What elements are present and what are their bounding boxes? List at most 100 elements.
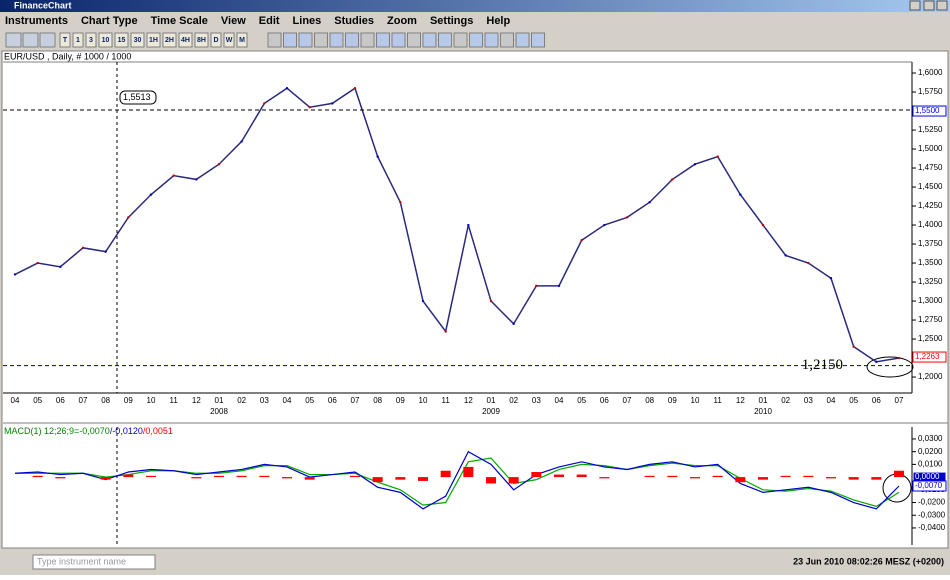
toolbar-button-label: 8H xyxy=(197,37,206,44)
toolbar-icon[interactable] xyxy=(453,32,468,48)
menu-item[interactable]: Zoom xyxy=(387,15,417,27)
toolbar-icon[interactable] xyxy=(500,32,514,48)
histogram-bar xyxy=(214,475,224,478)
toolbar-icon[interactable] xyxy=(376,32,390,48)
toolbar-button-label: 2H xyxy=(165,37,174,44)
toolbar-button[interactable] xyxy=(223,32,235,48)
toolbar-button[interactable] xyxy=(85,32,97,48)
toolbar-icon[interactable] xyxy=(345,32,359,48)
histogram-bar xyxy=(894,470,904,478)
menu-item[interactable]: Studies xyxy=(334,15,374,27)
x-tick-label: 12 xyxy=(464,396,473,405)
menu-item[interactable]: Chart Type xyxy=(81,15,138,27)
menu-item[interactable]: Lines xyxy=(293,15,322,27)
y-tick-label: 1,5750 xyxy=(918,87,943,96)
x-tick-label: 06 xyxy=(600,396,609,405)
price-point xyxy=(36,261,39,265)
toolbar-button[interactable] xyxy=(98,32,113,48)
toolbar-icon[interactable] xyxy=(484,32,499,48)
price-point xyxy=(512,322,515,326)
toolbar-icon[interactable] xyxy=(267,32,282,48)
toolbar-button[interactable] xyxy=(114,32,129,48)
toolbar-button-label: 3 xyxy=(89,37,93,44)
toolbar-button[interactable] xyxy=(146,32,161,48)
histogram-bar xyxy=(554,474,564,478)
toolbar-button[interactable] xyxy=(194,32,209,48)
x-tick-label: 03 xyxy=(532,396,541,405)
toolbar-button[interactable] xyxy=(72,32,84,48)
toolbar-icon[interactable] xyxy=(283,32,297,48)
toolbar-button-label: 15 xyxy=(118,37,126,44)
y-tick-label: 1,4000 xyxy=(918,220,943,229)
x-tick-label: 07 xyxy=(895,396,904,405)
menu-item[interactable]: Settings xyxy=(430,15,473,27)
toolbar-icon[interactable] xyxy=(422,32,437,48)
histogram-bar xyxy=(55,477,66,479)
toolbar-button[interactable] xyxy=(59,32,71,48)
y-tick-label: -0,0400 xyxy=(918,523,946,532)
price-point xyxy=(353,87,357,90)
histogram-bar xyxy=(690,477,700,479)
menu-item[interactable]: Time Scale xyxy=(151,15,208,27)
histogram-bar xyxy=(440,470,451,478)
price-point xyxy=(535,284,538,288)
toolbar-icon[interactable] xyxy=(531,32,545,48)
price-point xyxy=(399,201,402,204)
y-tick-label: -0,0300 xyxy=(918,510,946,519)
toolbar-icon[interactable] xyxy=(314,32,328,48)
histogram-bar xyxy=(758,477,768,480)
y-tick-label: -0,0200 xyxy=(918,498,946,507)
highlight-ellipse xyxy=(866,356,914,378)
histogram-bar xyxy=(395,477,406,480)
toolbar-icon[interactable] xyxy=(298,32,313,48)
histogram-bar xyxy=(350,475,360,478)
toolbar-icon[interactable] xyxy=(360,32,375,48)
x-tick-label: 12 xyxy=(736,396,745,405)
toolbar-button[interactable] xyxy=(178,32,193,48)
x-tick-label: 07 xyxy=(79,396,88,405)
histogram-bar xyxy=(576,474,587,478)
axis-marker xyxy=(912,480,947,492)
toolbar-icon[interactable] xyxy=(469,32,483,48)
histogram-bar xyxy=(803,475,814,478)
toolbar-button[interactable] xyxy=(162,32,177,48)
x-tick-label: 04 xyxy=(555,396,564,405)
menu-item[interactable]: Help xyxy=(486,15,510,27)
price-point xyxy=(421,299,425,303)
price-point xyxy=(648,201,651,204)
toolbar-icon[interactable] xyxy=(329,32,344,48)
instrument-search[interactable] xyxy=(32,554,156,570)
chart-label: EUR/USD , Daily, # 1000 / 1000 xyxy=(4,51,131,61)
maximize-button[interactable] xyxy=(923,0,935,11)
toolbar-icon[interactable] xyxy=(39,32,56,48)
toolbar-button[interactable] xyxy=(236,32,248,48)
y-tick-label: 1,2500 xyxy=(918,334,943,343)
axis-marker-label: 1,5500 xyxy=(915,106,940,115)
histogram-bar xyxy=(644,475,655,478)
toolbar-icon[interactable] xyxy=(391,32,406,48)
toolbar-icon[interactable] xyxy=(5,32,22,48)
indicator-title-part: /0,0051 xyxy=(143,426,173,436)
toolbar-icon[interactable] xyxy=(438,32,452,48)
menu-bar: Instruments Chart Type Time Scale View Edit L… xyxy=(5,15,510,27)
year-label: 2009 xyxy=(482,407,500,416)
minimize-button[interactable] xyxy=(909,0,921,11)
year-label: 2010 xyxy=(754,407,772,416)
close-button[interactable] xyxy=(936,0,948,11)
menu-item[interactable]: Edit xyxy=(259,15,280,27)
y-tick-label: 1,3750 xyxy=(918,239,943,248)
toolbar-icon[interactable] xyxy=(407,32,421,48)
x-tick-label: 07 xyxy=(351,396,360,405)
toolbar-button[interactable] xyxy=(130,32,145,48)
toolbar-icon[interactable] xyxy=(515,32,530,48)
menu-item[interactable]: Instruments xyxy=(5,15,68,27)
histogram-bar xyxy=(259,475,270,478)
x-tick-label: 03 xyxy=(804,396,813,405)
y-tick-label: 1,6000 xyxy=(918,68,943,77)
toolbar-button[interactable] xyxy=(210,32,222,48)
toolbar-icon[interactable] xyxy=(22,32,39,48)
menu-item[interactable]: View xyxy=(221,15,246,27)
toolbar-button-label: 10 xyxy=(102,37,110,44)
price-point xyxy=(829,277,833,280)
histogram-bar xyxy=(123,474,134,478)
